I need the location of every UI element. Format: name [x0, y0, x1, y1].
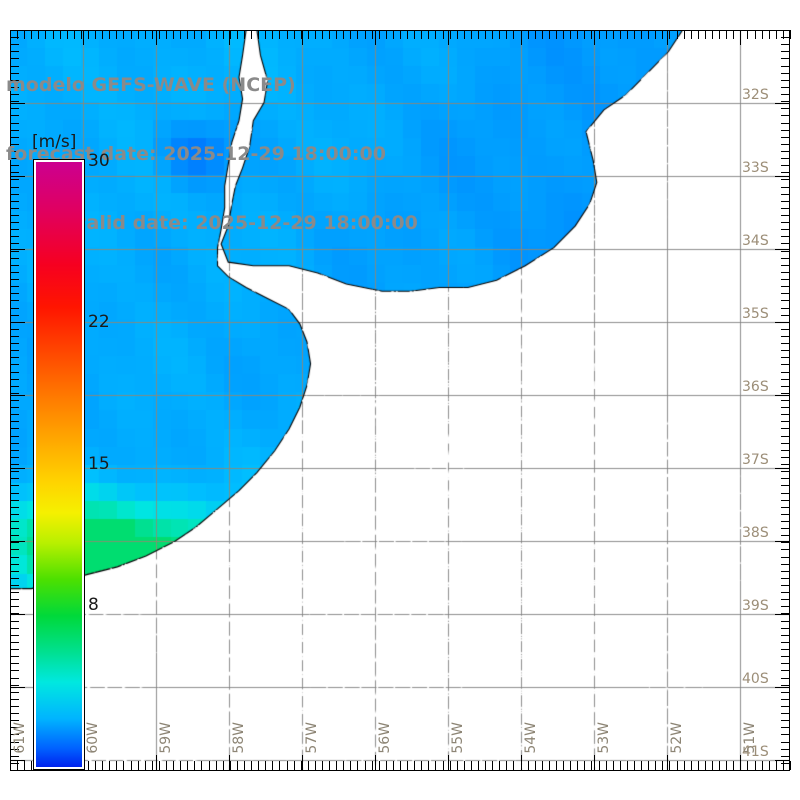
map-plot-area[interactable] — [10, 30, 790, 770]
axis-bottom — [10, 770, 790, 771]
colorbar-units-label: [m/s] — [32, 132, 77, 152]
colorbar-gradient[interactable] — [33, 159, 85, 770]
colorbar-tick-15: 15 — [88, 453, 110, 474]
wind-speed-heatmap-canvas[interactable] — [10, 30, 790, 770]
colorbar-tick-30: 30 — [88, 151, 110, 171]
colorbar-tick-22: 22 — [88, 312, 110, 333]
colorbar-tick-8: 8 — [88, 594, 99, 615]
